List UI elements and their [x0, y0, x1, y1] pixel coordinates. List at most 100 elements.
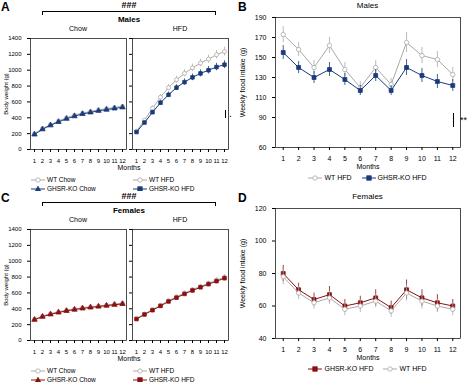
svg-text:9: 9: [199, 349, 203, 354]
svg-text:2: 2: [41, 158, 45, 163]
svg-text:Months: Months: [357, 354, 380, 361]
svg-text:4: 4: [57, 349, 61, 354]
svg-text:2: 2: [297, 346, 301, 353]
svg-text:5: 5: [65, 158, 69, 163]
svg-text:1: 1: [281, 155, 285, 162]
svg-text:3: 3: [312, 346, 316, 353]
svg-text:2: 2: [143, 158, 147, 163]
svg-text:4: 4: [159, 158, 163, 163]
svg-text:0: 0: [18, 337, 22, 343]
svg-text:600: 600: [11, 99, 22, 105]
svg-text:40: 40: [259, 335, 267, 342]
svg-text:10: 10: [205, 349, 212, 354]
svg-text:11: 11: [434, 155, 441, 162]
svg-text:5: 5: [65, 349, 69, 354]
svg-text:10: 10: [418, 346, 426, 353]
svg-text:10: 10: [103, 349, 110, 354]
svg-text:12: 12: [119, 158, 126, 163]
svg-text:7: 7: [81, 349, 85, 354]
svg-text:1: 1: [33, 158, 37, 163]
svg-text:1: 1: [281, 346, 285, 353]
svg-text:1200: 1200: [8, 242, 22, 248]
svg-text:3: 3: [151, 349, 155, 354]
svg-text:10: 10: [418, 155, 426, 162]
svg-text:12: 12: [119, 349, 126, 354]
svg-text:5: 5: [167, 158, 171, 163]
svg-text:190: 190: [255, 14, 267, 21]
svg-text:200: 200: [11, 131, 22, 137]
svg-text:800: 800: [11, 83, 22, 89]
svg-text:3: 3: [312, 155, 316, 162]
svg-text:4: 4: [328, 155, 332, 162]
svg-text:6: 6: [73, 158, 77, 163]
svg-text:8: 8: [191, 158, 195, 163]
svg-text:11: 11: [213, 349, 220, 354]
svg-text:600: 600: [11, 290, 22, 296]
svg-text:1200: 1200: [8, 51, 22, 57]
svg-text:170: 170: [255, 34, 267, 41]
svg-text:7: 7: [183, 349, 187, 354]
svg-text:11: 11: [111, 349, 118, 354]
svg-text:7: 7: [374, 346, 378, 353]
svg-text:6: 6: [175, 349, 179, 354]
svg-text:7: 7: [183, 158, 187, 163]
svg-text:12: 12: [221, 349, 228, 354]
svg-text:Weekly food intake (g): Weekly food intake (g): [239, 239, 247, 309]
svg-text:130: 130: [255, 74, 267, 81]
svg-text:1: 1: [33, 349, 37, 354]
svg-text:10: 10: [205, 158, 212, 163]
svg-text:9: 9: [405, 155, 409, 162]
svg-text:Body weight (g): Body weight (g): [3, 73, 9, 115]
svg-text:8: 8: [89, 349, 93, 354]
svg-text:4: 4: [328, 346, 332, 353]
svg-text:1400: 1400: [8, 35, 22, 41]
svg-text:3: 3: [151, 158, 155, 163]
svg-text:5: 5: [343, 155, 347, 162]
svg-text:1000: 1000: [8, 258, 22, 264]
svg-text:4: 4: [159, 349, 163, 354]
svg-text:7: 7: [81, 158, 85, 163]
svg-text:6: 6: [73, 349, 77, 354]
svg-text:4: 4: [57, 158, 61, 163]
svg-text:3: 3: [49, 349, 53, 354]
svg-text:12: 12: [449, 346, 457, 353]
svg-text:3: 3: [49, 158, 53, 163]
svg-text:150: 150: [255, 54, 267, 61]
svg-text:6: 6: [358, 155, 362, 162]
svg-text:Weekly food intake (g): Weekly food intake (g): [239, 48, 247, 118]
svg-text:800: 800: [11, 274, 22, 280]
svg-text:110: 110: [255, 94, 266, 101]
svg-text:8: 8: [89, 158, 93, 163]
svg-text:80: 80: [259, 270, 267, 277]
svg-text:6: 6: [175, 158, 179, 163]
svg-text:400: 400: [11, 115, 22, 121]
svg-text:1000: 1000: [8, 67, 22, 73]
svg-text:1: 1: [135, 158, 139, 163]
svg-text:0: 0: [18, 146, 22, 152]
svg-text:400: 400: [11, 306, 22, 312]
svg-text:11: 11: [434, 346, 441, 353]
svg-text:120: 120: [255, 205, 267, 212]
svg-text:60: 60: [259, 302, 267, 309]
svg-text:8: 8: [389, 346, 393, 353]
svg-text:9: 9: [405, 346, 409, 353]
svg-text:5: 5: [343, 346, 347, 353]
svg-text:1400: 1400: [8, 226, 22, 232]
svg-text:6: 6: [358, 346, 362, 353]
svg-text:11: 11: [111, 158, 118, 163]
svg-text:2: 2: [41, 349, 45, 354]
svg-text:10: 10: [103, 158, 110, 163]
svg-text:9: 9: [97, 349, 101, 354]
svg-text:11: 11: [213, 158, 220, 163]
svg-text:90: 90: [259, 114, 267, 121]
svg-text:1: 1: [135, 349, 139, 354]
svg-text:2: 2: [143, 349, 147, 354]
svg-text:7: 7: [374, 155, 378, 162]
svg-text:12: 12: [449, 155, 457, 162]
svg-text:Body weight (g): Body weight (g): [3, 264, 9, 306]
svg-text:60: 60: [259, 144, 267, 151]
svg-text:200: 200: [11, 322, 22, 328]
svg-text:5: 5: [167, 349, 171, 354]
svg-text:Months: Months: [357, 163, 380, 170]
svg-text:9: 9: [97, 158, 101, 163]
